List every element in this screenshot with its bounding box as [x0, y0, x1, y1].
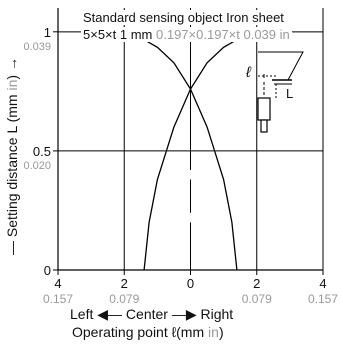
- sensor-l-label: ℓ: [246, 64, 251, 81]
- right-arrow-icon: —▶: [171, 306, 197, 322]
- y-tick-label-in: 0.020: [23, 160, 51, 172]
- annotation-leader-line: [258, 51, 304, 81]
- y-tick-label-mm: 0: [44, 263, 51, 278]
- x-tick-label-in: 0.157: [308, 292, 338, 306]
- left-arrow-icon: ◀—: [97, 306, 123, 322]
- annotation-line2: 5×5×t 1 mm 0.197×0.197×t 0.039 in: [81, 27, 292, 42]
- y-tick-label-mm: 1: [44, 25, 51, 40]
- direction-labels: Left ◀— Center —▶ Right: [70, 306, 233, 323]
- sensor-body: [257, 97, 271, 121]
- x-tick-label-in: 0.157: [43, 292, 73, 306]
- y-tick-label-mm: 0.5: [33, 144, 51, 159]
- y-tick-label-in: 0.039: [23, 41, 51, 53]
- x-tick-label-mm: 4: [54, 276, 61, 291]
- direction-center-label: Center: [125, 306, 168, 322]
- x-tick-label-mm: 2: [253, 276, 260, 291]
- x-tick-label-mm: 0: [187, 276, 194, 291]
- x-tick-label-in: 0.079: [242, 292, 272, 306]
- sensor-lead: [260, 119, 268, 133]
- sensor-L-label: L: [286, 86, 294, 101]
- x-tick-label-mm: 4: [319, 276, 326, 291]
- x-axis-label: Operating point ℓ(mm in): [72, 324, 224, 340]
- direction-left-label: Left: [70, 306, 94, 322]
- x-tick-label-mm: 2: [121, 276, 128, 291]
- y-axis-label: — Setting distance L (mm in) →: [4, 57, 20, 255]
- direction-right-label: Right: [200, 306, 234, 322]
- x-tick-label-in: 0.079: [109, 292, 139, 306]
- annotation-line1: Standard sensing object Iron sheet: [81, 10, 286, 25]
